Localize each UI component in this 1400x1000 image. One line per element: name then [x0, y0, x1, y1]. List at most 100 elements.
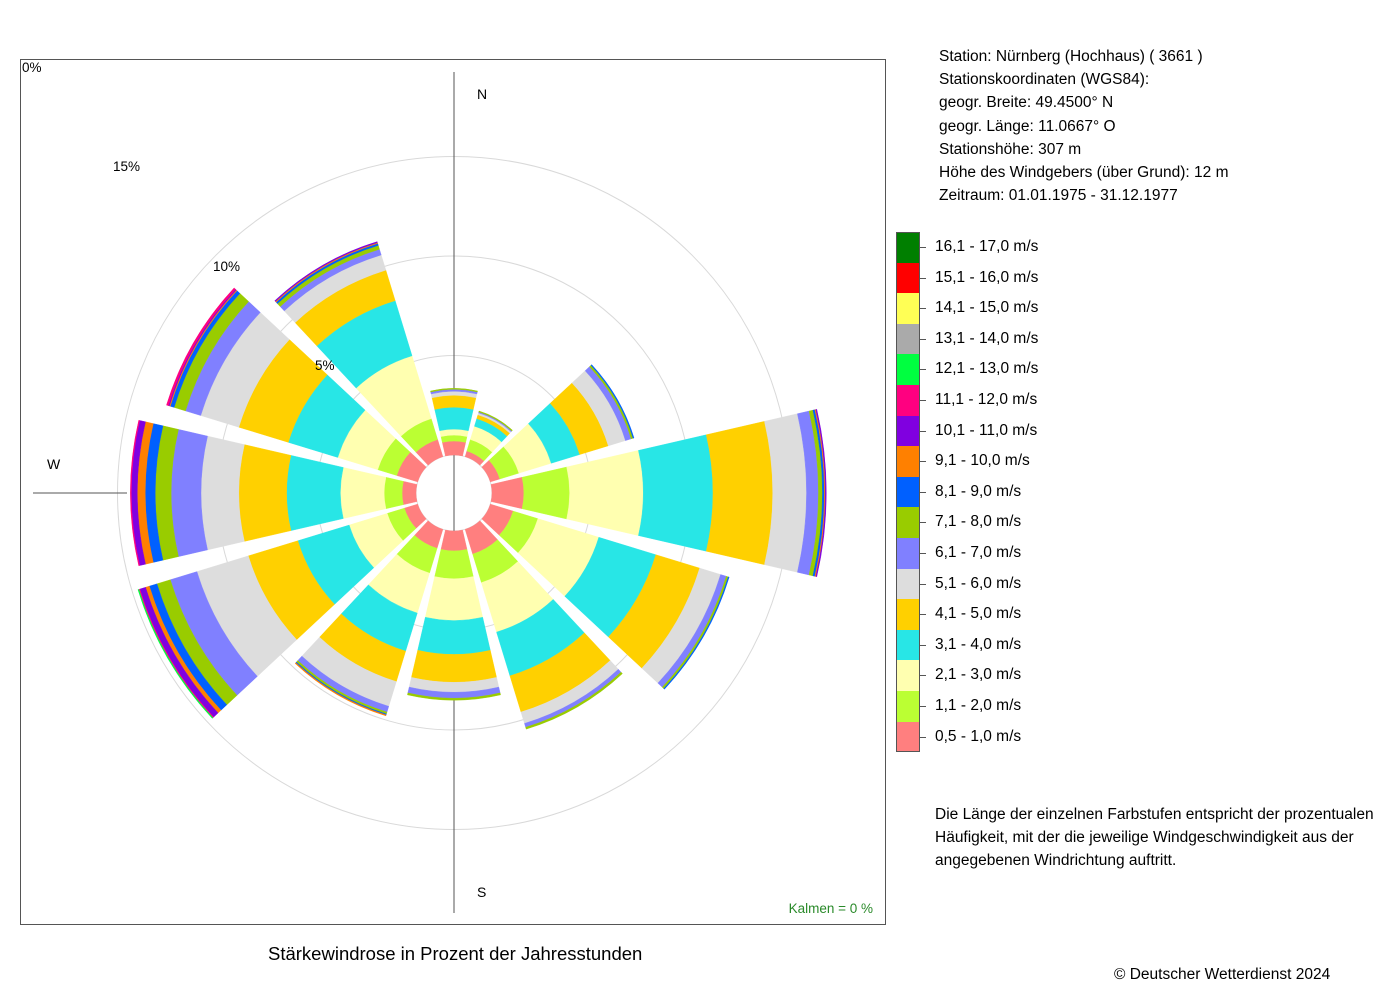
legend-item: 6,1 - 7,0 m/s	[896, 538, 1096, 569]
wedge-segment	[431, 395, 477, 410]
legend-item: 16,1 - 17,0 m/s	[896, 232, 1096, 263]
legend-label: 6,1 - 7,0 m/s	[935, 544, 1022, 561]
chart-caption: Stärkewindrose in Prozent der Jahresstun…	[268, 943, 643, 964]
wedge-segment	[440, 529, 468, 552]
legend-swatch	[896, 262, 920, 294]
legend-swatch	[896, 232, 920, 263]
legend-label: 11,1 - 12,0 m/s	[935, 391, 1038, 408]
legend-swatch	[896, 446, 920, 477]
wedge-segment	[401, 481, 418, 505]
legend-tick	[920, 614, 926, 616]
legend-label: 16,1 - 17,0 m/s	[935, 238, 1039, 255]
station-info: Station: Nürnberg (Hochhaus) ( 3661 ) St…	[939, 45, 1228, 207]
wedge-segment	[130, 419, 140, 567]
wedge-segment	[407, 692, 501, 701]
legend-label: 14,1 - 15,0 m/s	[935, 299, 1039, 317]
wedge-segment	[238, 444, 292, 542]
wedge-segment	[638, 434, 714, 552]
wedge-segment	[411, 650, 497, 683]
wedge-segment	[521, 466, 570, 520]
wedge-segment	[478, 410, 513, 432]
radial-tick-0: 0%	[22, 60, 42, 75]
legend-tick	[920, 675, 926, 677]
wedge-N60E	[481, 364, 635, 483]
wedge-segment	[434, 549, 474, 579]
legend-item: 2,1 - 3,0 m/s	[896, 660, 1096, 691]
legend-item: 13,1 - 14,0 m/s	[896, 323, 1096, 355]
wedge-segment	[137, 589, 214, 719]
wedge-segment	[166, 287, 236, 406]
sensor-height: Höhe des Windgebers (über Grund): 12 m	[939, 164, 1229, 182]
legend-tick	[920, 430, 926, 432]
legend-label: 12,1 - 13,0 m/s	[935, 360, 1039, 378]
wedge-S30W	[294, 520, 444, 717]
legend-tick	[920, 736, 926, 738]
wedge-S60E	[481, 503, 730, 690]
legend-tick	[920, 461, 926, 463]
legend-swatch	[896, 691, 920, 722]
wedge-N	[430, 388, 478, 457]
legend-item: 15,1 - 16,0 m/s	[896, 262, 1096, 294]
wedge-segment	[340, 467, 387, 519]
legend-swatch	[896, 415, 920, 447]
legend-tick	[920, 583, 926, 585]
wedge-segment	[663, 576, 730, 690]
legend-label: 4,1 - 5,0 m/s	[935, 605, 1022, 623]
compass-west-label: W	[47, 456, 61, 472]
legend-tick	[920, 338, 926, 340]
wedge-N30W	[274, 241, 444, 466]
legend-note: Die Länge der einzelnen Farbstufen entsp…	[935, 806, 1374, 870]
wedge-segment	[274, 241, 378, 302]
wedge-E	[490, 409, 827, 577]
calm-percentage: Kalmen = 0 %	[788, 901, 873, 916]
legend-swatch	[896, 476, 920, 508]
legend-tick	[920, 247, 926, 248]
wedge-segment	[525, 671, 623, 730]
legend-label: 1,1 - 2,0 m/s	[935, 697, 1022, 714]
legend-swatch	[896, 660, 920, 691]
wedge-segment	[286, 455, 344, 531]
legend-swatch	[896, 599, 920, 630]
copyright: © Deutscher Wetterdienst 2024	[1114, 966, 1331, 983]
legend-item: 1,1 - 2,0 m/s	[896, 691, 1096, 722]
legend-item: 12,1 - 13,0 m/s	[896, 354, 1096, 385]
legend-item: 11,1 - 12,0 m/s	[896, 385, 1096, 416]
legend-item: 14,1 - 15,0 m/s	[896, 293, 1096, 324]
legend-item: 3,1 - 4,0 m/s	[896, 629, 1096, 661]
wedge-segment	[434, 407, 474, 432]
wedge-W	[130, 419, 418, 567]
legend-tick	[920, 277, 926, 279]
time-period: Zeitraum: 01.01.1975 - 31.12.1977	[939, 187, 1178, 205]
station-name: Station: Nürnberg (Hochhaus) ( 3661 )	[939, 48, 1203, 65]
legend-item: 0,5 - 1,0 m/s	[896, 721, 1096, 753]
wedge-segment	[417, 617, 491, 655]
wedge-S60W	[137, 503, 427, 719]
legend-tick	[920, 522, 926, 524]
legend-label: 0,5 - 1,0 m/s	[935, 727, 1022, 745]
legend-label: 15,1 - 16,0 m/s	[935, 268, 1039, 286]
legend-label: 7,1 - 8,0 m/s	[935, 513, 1022, 531]
wedge-segment	[706, 421, 773, 565]
wedge-segment	[815, 409, 827, 577]
legend-label: 8,1 - 9,0 m/s	[935, 482, 1022, 500]
legend-swatch	[896, 568, 920, 600]
legend-item: 5,1 - 6,0 m/s	[896, 568, 1096, 600]
wind-rose-plot: 0% 5% 10% 15% N S W Kalmen = 0 %	[20, 59, 886, 925]
radial-tick-15: 15%	[113, 159, 141, 174]
wedge-S30E	[464, 520, 623, 730]
compass-north-label: N	[477, 86, 488, 102]
legend-tick	[920, 706, 926, 707]
legend-label: 13,1 - 14,0 m/s	[935, 329, 1039, 347]
wind-rose-canvas	[33, 72, 827, 913]
wedge-S	[407, 529, 501, 701]
radial-tick-5: 5%	[315, 358, 335, 373]
wedge-segment	[442, 440, 466, 457]
legend-swatch	[896, 323, 920, 355]
legend-item: 8,1 - 9,0 m/s	[896, 476, 1096, 508]
legend-item: 9,1 - 10,0 m/s	[896, 446, 1096, 477]
legend-swatch	[896, 629, 920, 661]
station-elevation: Stationshöhe: 307 m	[939, 140, 1082, 158]
radial-tick-10: 10%	[213, 259, 241, 274]
legend-tick	[920, 491, 926, 493]
station-coordinates-heading: Stationskoordinaten (WGS84):	[939, 71, 1150, 89]
